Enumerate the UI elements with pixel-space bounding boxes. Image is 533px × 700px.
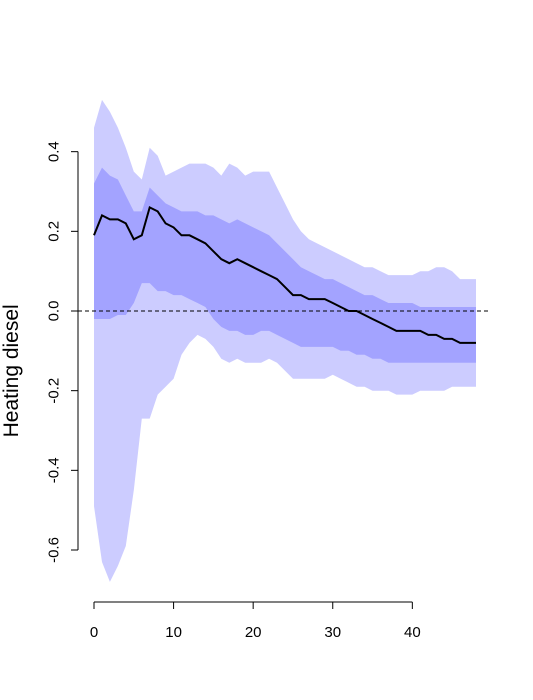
x-tick-label: 0 [90,624,98,641]
y-tick-label: -0.2 [45,378,62,404]
y-tick-label: 0.2 [45,221,62,242]
x-tick-label: 10 [165,624,182,641]
inner-confidence-band [94,167,476,363]
x-axis: 0 10 20 30 40 [90,601,421,641]
y-tick-label: -0.4 [45,457,62,483]
y-tick-label: 0.0 [45,301,62,322]
response-line [93,205,476,344]
x-tick-label: 30 [324,624,341,641]
x-tick-label: 40 [404,624,421,641]
y-tick-label: 0.4 [45,141,62,162]
x-tick-label: 20 [245,624,262,641]
plot-area [78,99,491,582]
y-tick-label: -0.6 [45,537,62,563]
y-axis: -0.6 -0.4 -0.2 0.0 0.2 0.4 [45,141,79,563]
y-axis-title: Heating diesel [0,304,23,437]
